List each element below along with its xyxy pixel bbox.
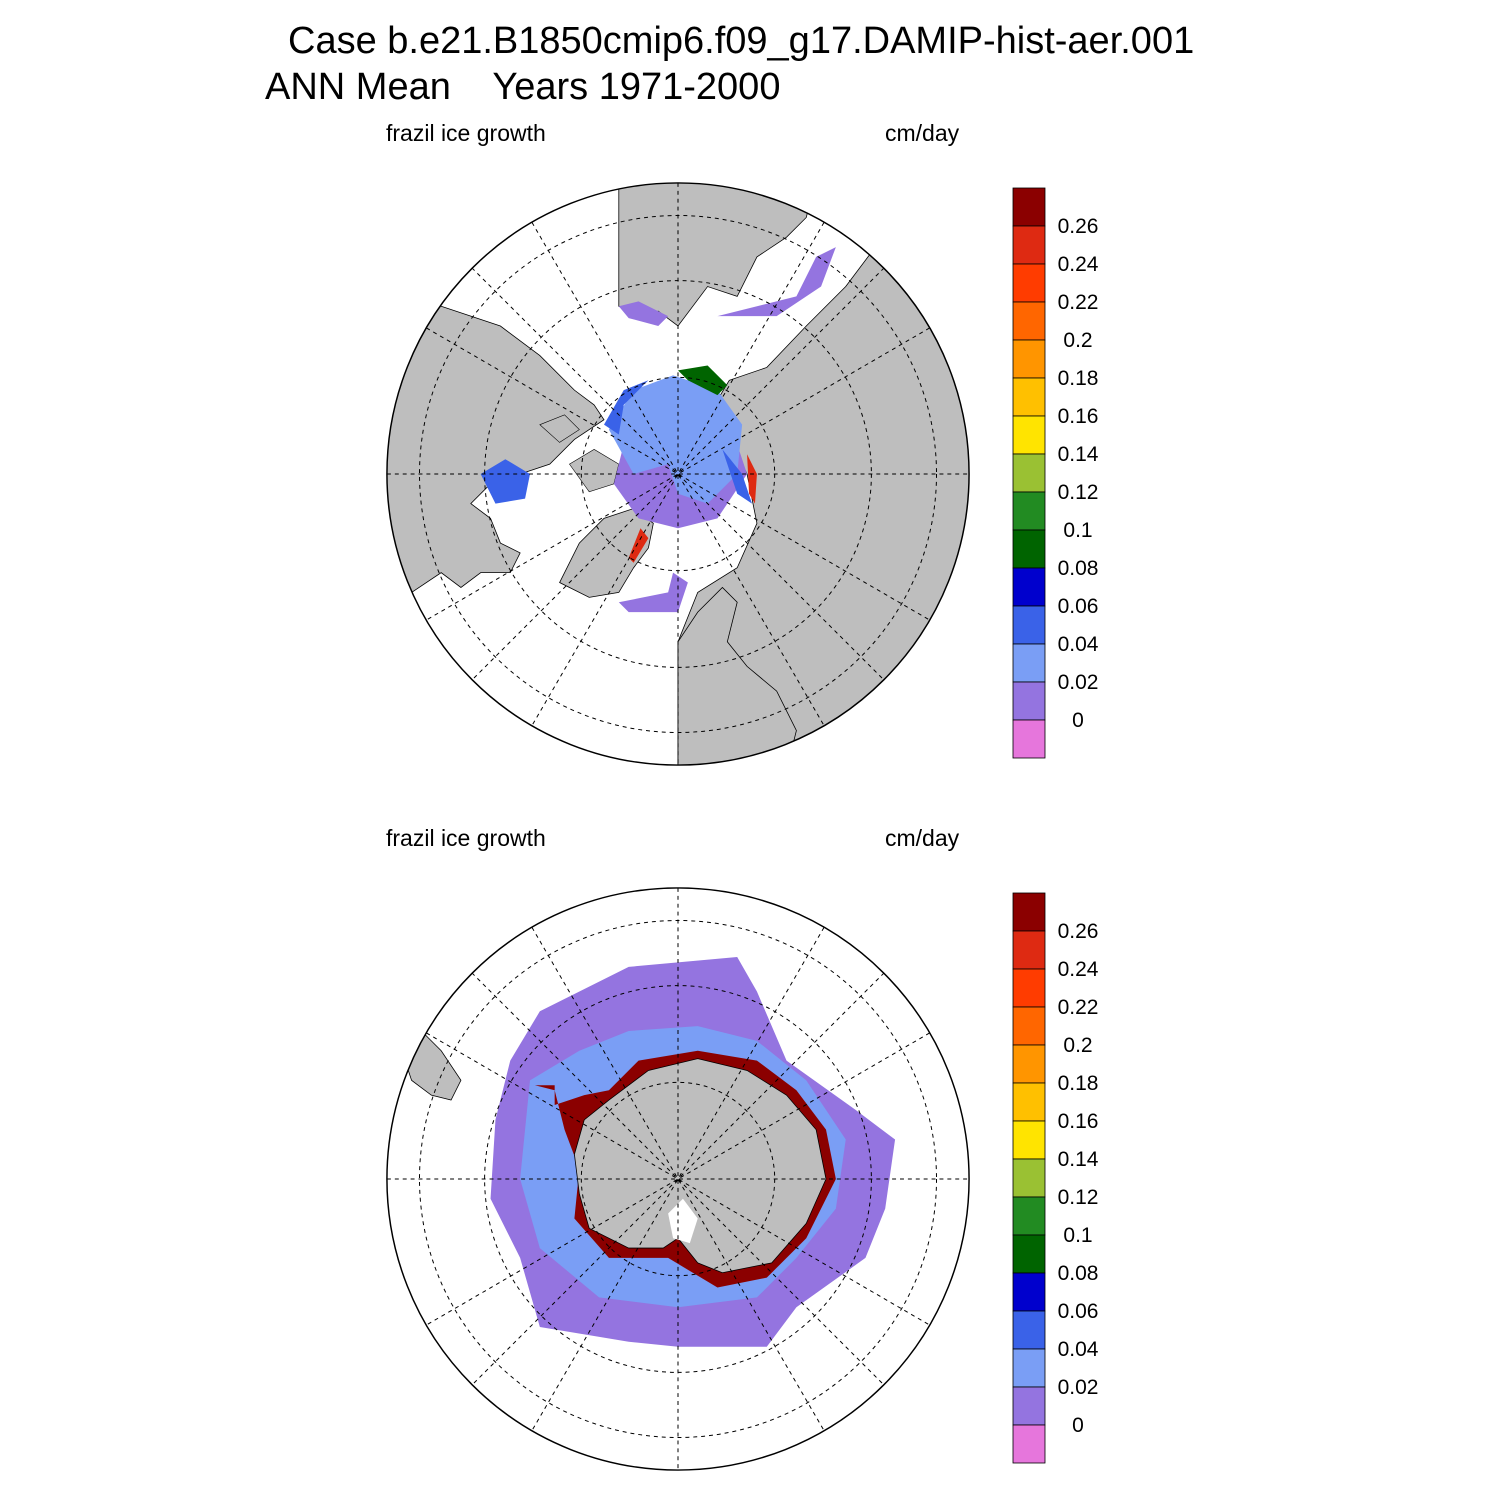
south-colorbar-label: 0.12 <box>1058 1186 1099 1209</box>
north-land-north-america <box>386 295 605 593</box>
south-colorbar-label: 0.18 <box>1058 1072 1099 1095</box>
north-ice-mid <box>604 380 752 504</box>
north-polar-map <box>386 182 970 766</box>
south-colorbar-label: 0.2 <box>1063 1034 1092 1057</box>
south-colorbar: 0.26 0.24 0.22 0.2 0.18 0.16 0.14 0.12 0.1 0.08 0.… <box>1012 892 1099 1464</box>
south-colorbar-swatch <box>1012 1272 1046 1312</box>
figure-title-case: Case b.e21.B1850cmip6.f09_g17.DAMIP-hist… <box>288 20 1195 62</box>
south-colorbar-label: 0.14 <box>1058 1148 1099 1171</box>
north-bering-ice <box>618 247 836 326</box>
south-colorbar-swatch <box>1012 1348 1046 1388</box>
south-panel-units-label: cm/day <box>885 825 960 851</box>
south-colorbar-label: 0.06 <box>1058 1300 1099 1323</box>
south-colorbar-swatch <box>1012 1196 1046 1236</box>
south-colorbar-swatch <box>1012 1082 1046 1122</box>
north-colorbar-swatch <box>1012 491 1046 531</box>
south-colorbar-swatch <box>1012 1310 1046 1350</box>
north-map-border <box>386 182 970 766</box>
south-graticule <box>386 887 970 1471</box>
north-colorbar-label: 0.04 <box>1058 633 1099 656</box>
north-colorbar-swatch <box>1012 377 1046 417</box>
north-hudson-bay-ice <box>480 459 530 504</box>
north-land-greenland <box>559 508 654 598</box>
north-colorbar-swatch <box>1012 339 1046 379</box>
south-colorbar-label: 0 <box>1072 1414 1084 1437</box>
north-colorbar-label: 0 <box>1072 709 1084 732</box>
north-colorbar-swatch <box>1012 453 1046 493</box>
south-polar-map <box>386 887 970 1471</box>
south-colorbar-swatch <box>1012 1006 1046 1046</box>
north-panel-units-label: cm/day <box>885 120 960 146</box>
north-colorbar-swatch <box>1012 567 1046 607</box>
north-colorbar-swatch <box>1012 263 1046 303</box>
north-colorbar-label: 0.06 <box>1058 595 1099 618</box>
south-colorbar-label: 0.08 <box>1058 1262 1099 1285</box>
south-colorbar-swatch <box>1012 1234 1046 1274</box>
south-map-border <box>386 887 970 1471</box>
south-colorbar-swatch <box>1012 1044 1046 1084</box>
north-colorbar-swatch <box>1012 187 1046 227</box>
north-colorbar-swatch <box>1012 301 1046 341</box>
south-colorbar-swatch <box>1012 1386 1046 1426</box>
north-graticule <box>386 182 970 766</box>
south-colorbar-label: 0.26 <box>1058 920 1099 943</box>
north-colorbar-label: 0.2 <box>1063 329 1092 352</box>
south-colorbar-label: 0.02 <box>1058 1376 1099 1399</box>
north-colorbar-label: 0.1 <box>1063 519 1092 542</box>
north-baltic-ice <box>618 572 688 613</box>
north-colorbar-label: 0.16 <box>1058 405 1099 428</box>
south-colorbar-swatch <box>1012 930 1046 970</box>
north-colorbar-label: 0.26 <box>1058 215 1099 238</box>
north-colorbar-label: 0.08 <box>1058 557 1099 580</box>
south-colorbar-label: 0.1 <box>1063 1224 1092 1247</box>
south-panel-variable-label: frazil ice growth <box>386 825 546 851</box>
south-colorbar-swatch <box>1012 1120 1046 1160</box>
north-colorbar-swatch <box>1012 415 1046 455</box>
north-ice-low <box>608 375 743 504</box>
north-ice-edge-green <box>678 365 728 396</box>
north-colorbar-label: 0.02 <box>1058 671 1099 694</box>
north-colorbar-swatch <box>1012 529 1046 569</box>
north-panel-variable-label: frazil ice growth <box>386 120 546 146</box>
north-colorbar-label: 0.12 <box>1058 481 1099 504</box>
north-colorbar-label: 0.24 <box>1058 253 1099 276</box>
south-colorbar-label: 0.04 <box>1058 1338 1099 1361</box>
north-colorbar-label: 0.22 <box>1058 291 1099 314</box>
north-colorbar-swatch <box>1012 643 1046 683</box>
north-colorbar-swatch <box>1012 605 1046 645</box>
north-colorbar-swatch <box>1012 681 1046 721</box>
south-colorbar-label: 0.24 <box>1058 958 1099 981</box>
north-colorbar: 0.26 0.24 0.22 0.2 0.18 0.16 0.14 0.12 0.1 0.08 0.… <box>1012 187 1099 759</box>
south-colorbar-swatch <box>1012 892 1046 932</box>
north-colorbar-swatch <box>1012 225 1046 265</box>
north-colorbar-label: 0.18 <box>1058 367 1099 390</box>
south-colorbar-swatch <box>1012 968 1046 1008</box>
south-colorbar-swatch <box>1012 1424 1046 1464</box>
south-ross-ice-shelf <box>668 1198 698 1244</box>
south-colorbar-label: 0.22 <box>1058 996 1099 1019</box>
figure-title-period: ANN Mean Years 1971-2000 <box>265 66 781 108</box>
south-colorbar-label: 0.16 <box>1058 1110 1099 1133</box>
north-colorbar-swatch <box>1012 719 1046 759</box>
north-colorbar-label: 0.14 <box>1058 443 1099 466</box>
south-colorbar-swatch <box>1012 1158 1046 1198</box>
